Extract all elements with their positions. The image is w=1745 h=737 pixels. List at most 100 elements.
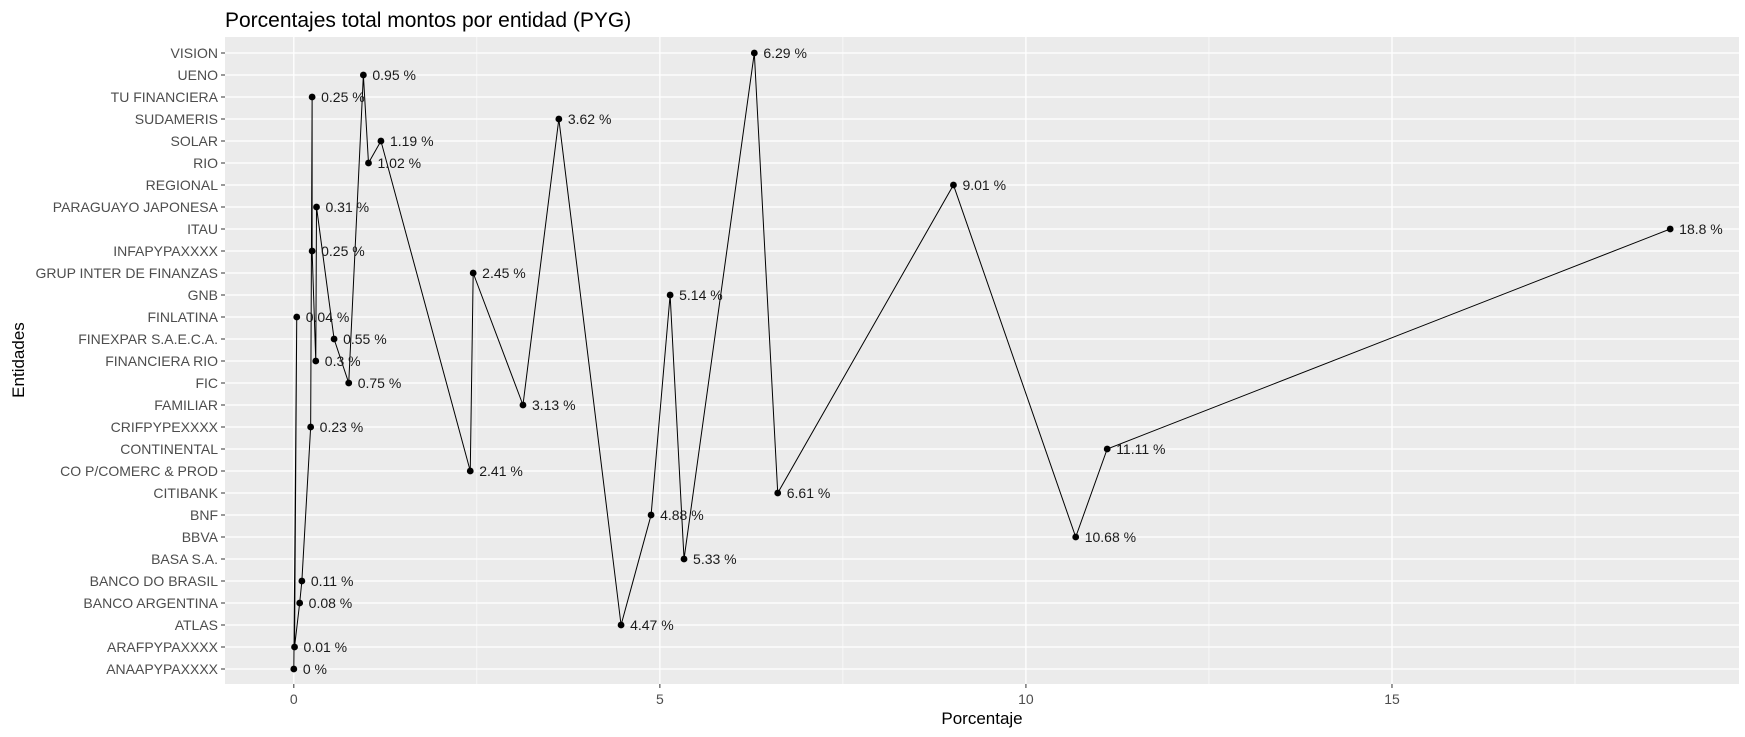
x-tick-label: 0 bbox=[290, 691, 298, 707]
data-label: 18.8 % bbox=[1679, 221, 1723, 237]
y-tick-label: TU FINANCIERA bbox=[111, 89, 219, 105]
y-axis: ANAAPYPAXXXX ARAFPYPAXXXX ATLAS BANCO ARGEN… bbox=[35, 45, 225, 677]
data-point bbox=[308, 93, 316, 101]
y-tick-label: CITIBANK bbox=[153, 485, 218, 501]
data-label: 6.61 % bbox=[787, 485, 831, 501]
data-label: 4.47 % bbox=[630, 617, 674, 633]
data-label: 10.68 % bbox=[1085, 529, 1136, 545]
data-label: 9.01 % bbox=[962, 177, 1006, 193]
y-tick-label: VISION bbox=[171, 45, 218, 61]
y-tick-label: GNB bbox=[188, 287, 218, 303]
data-label: 0.11 % bbox=[311, 573, 354, 589]
data-point bbox=[308, 247, 316, 255]
data-point bbox=[377, 137, 385, 145]
data-label: 0.3 % bbox=[325, 353, 361, 369]
data-label: 0.01 % bbox=[304, 639, 348, 655]
data-label: 0.08 % bbox=[309, 595, 353, 611]
y-tick-label: ATLAS bbox=[175, 617, 218, 633]
y-tick-label: FIC bbox=[195, 375, 218, 391]
data-label: 11.11 % bbox=[1116, 441, 1165, 457]
data-label: 0.55 % bbox=[343, 331, 387, 347]
data-label: 5.14 % bbox=[679, 287, 723, 303]
data-points bbox=[290, 49, 1674, 673]
y-tick-label: FINANCIERA RIO bbox=[105, 353, 218, 369]
y-tick-label: ARAFPYPAXXXX bbox=[107, 639, 219, 655]
y-axis-title: Entidades bbox=[9, 322, 28, 398]
data-point bbox=[950, 181, 957, 189]
data-point bbox=[469, 269, 477, 277]
x-axis: 0 5 10 15 bbox=[290, 684, 1400, 707]
y-tick-label: SUDAMERIS bbox=[135, 111, 218, 127]
data-point bbox=[666, 291, 674, 299]
x-tick-label: 15 bbox=[1384, 691, 1400, 707]
x-tick-label: 5 bbox=[656, 691, 664, 707]
data-label: 6.29 % bbox=[763, 45, 807, 61]
x-axis-title: Porcentaje bbox=[941, 709, 1022, 728]
data-label: 0.95 % bbox=[372, 67, 416, 83]
data-point bbox=[774, 489, 782, 497]
data-point bbox=[365, 159, 372, 167]
y-tick-label: BBVA bbox=[182, 529, 219, 545]
data-point bbox=[647, 511, 655, 519]
y-tick-label: SOLAR bbox=[171, 133, 218, 149]
data-label: 0.75 % bbox=[358, 375, 402, 391]
data-label: 3.13 % bbox=[532, 397, 576, 413]
data-label: 2.41 % bbox=[479, 463, 523, 479]
data-label: 1.02 % bbox=[377, 155, 421, 171]
data-label: 0 % bbox=[303, 661, 327, 677]
data-point bbox=[298, 577, 306, 585]
data-label: 0.23 % bbox=[320, 419, 364, 435]
data-point bbox=[330, 335, 338, 343]
data-point bbox=[307, 423, 315, 431]
y-tick-label: BANCO ARGENTINA bbox=[83, 595, 218, 611]
data-point bbox=[345, 379, 353, 387]
data-label: 2.45 % bbox=[482, 265, 526, 281]
data-point bbox=[359, 71, 367, 79]
data-label: 0.04 % bbox=[306, 309, 350, 325]
y-tick-label: UENO bbox=[178, 67, 219, 83]
y-tick-label: FAMILIAR bbox=[154, 397, 218, 413]
y-tick-label: CO P/COMERC & PROD bbox=[60, 463, 218, 479]
y-tick-label: BANCO DO BRASIL bbox=[90, 573, 219, 589]
y-tick-label: ANAAPYPAXXXX bbox=[106, 661, 218, 677]
data-point bbox=[466, 467, 474, 475]
y-tick-label: GRUP INTER DE FINANZAS bbox=[35, 265, 218, 281]
y-tick-label: BASA S.A. bbox=[151, 551, 218, 567]
y-tick-label: PARAGUAYO JAPONESA bbox=[53, 199, 219, 215]
chart-title: Porcentajes total montos por entidad (PY… bbox=[225, 9, 631, 32]
data-point bbox=[750, 49, 758, 57]
data-point bbox=[290, 665, 298, 673]
data-label: 5.33 % bbox=[693, 551, 737, 567]
data-point bbox=[1072, 533, 1080, 541]
data-point bbox=[296, 599, 304, 607]
data-point bbox=[1103, 445, 1111, 453]
gridlines bbox=[225, 37, 1739, 684]
y-tick-label: FINEXPAR S.A.E.C.A. bbox=[78, 331, 218, 347]
data-point bbox=[555, 115, 563, 123]
data-point bbox=[293, 313, 301, 321]
data-label: 0.25 % bbox=[321, 243, 365, 259]
y-tick-label: INFAPYPAXXXX bbox=[113, 243, 218, 259]
data-point bbox=[617, 621, 625, 629]
data-point bbox=[291, 643, 298, 651]
y-tick-label: FINLATINA bbox=[147, 309, 218, 325]
data-label: 1.19 % bbox=[390, 133, 434, 149]
y-tick-label: BNF bbox=[190, 507, 218, 523]
y-tick-label: CRIFPYPEXXXX bbox=[111, 419, 219, 435]
data-point bbox=[313, 203, 320, 211]
y-tick-label: REGIONAL bbox=[146, 177, 219, 193]
data-point bbox=[680, 555, 688, 563]
data-label: 0.31 % bbox=[326, 199, 370, 215]
x-tick-label: 10 bbox=[1018, 691, 1034, 707]
data-point bbox=[519, 401, 527, 409]
data-label: 3.62 % bbox=[568, 111, 612, 127]
data-label: 0.25 % bbox=[321, 89, 365, 105]
data-labels: 0 % 0.04 % 0.01 % 0.08 % 0.11 % 0.23 % 0.25 % 0… bbox=[303, 45, 1723, 677]
y-tick-label: CONTINENTAL bbox=[120, 441, 218, 457]
data-point bbox=[312, 357, 320, 365]
data-point bbox=[1666, 225, 1674, 233]
y-tick-label: RIO bbox=[193, 155, 218, 171]
data-label: 4.88 % bbox=[660, 507, 704, 523]
y-tick-label: ITAU bbox=[187, 221, 218, 237]
